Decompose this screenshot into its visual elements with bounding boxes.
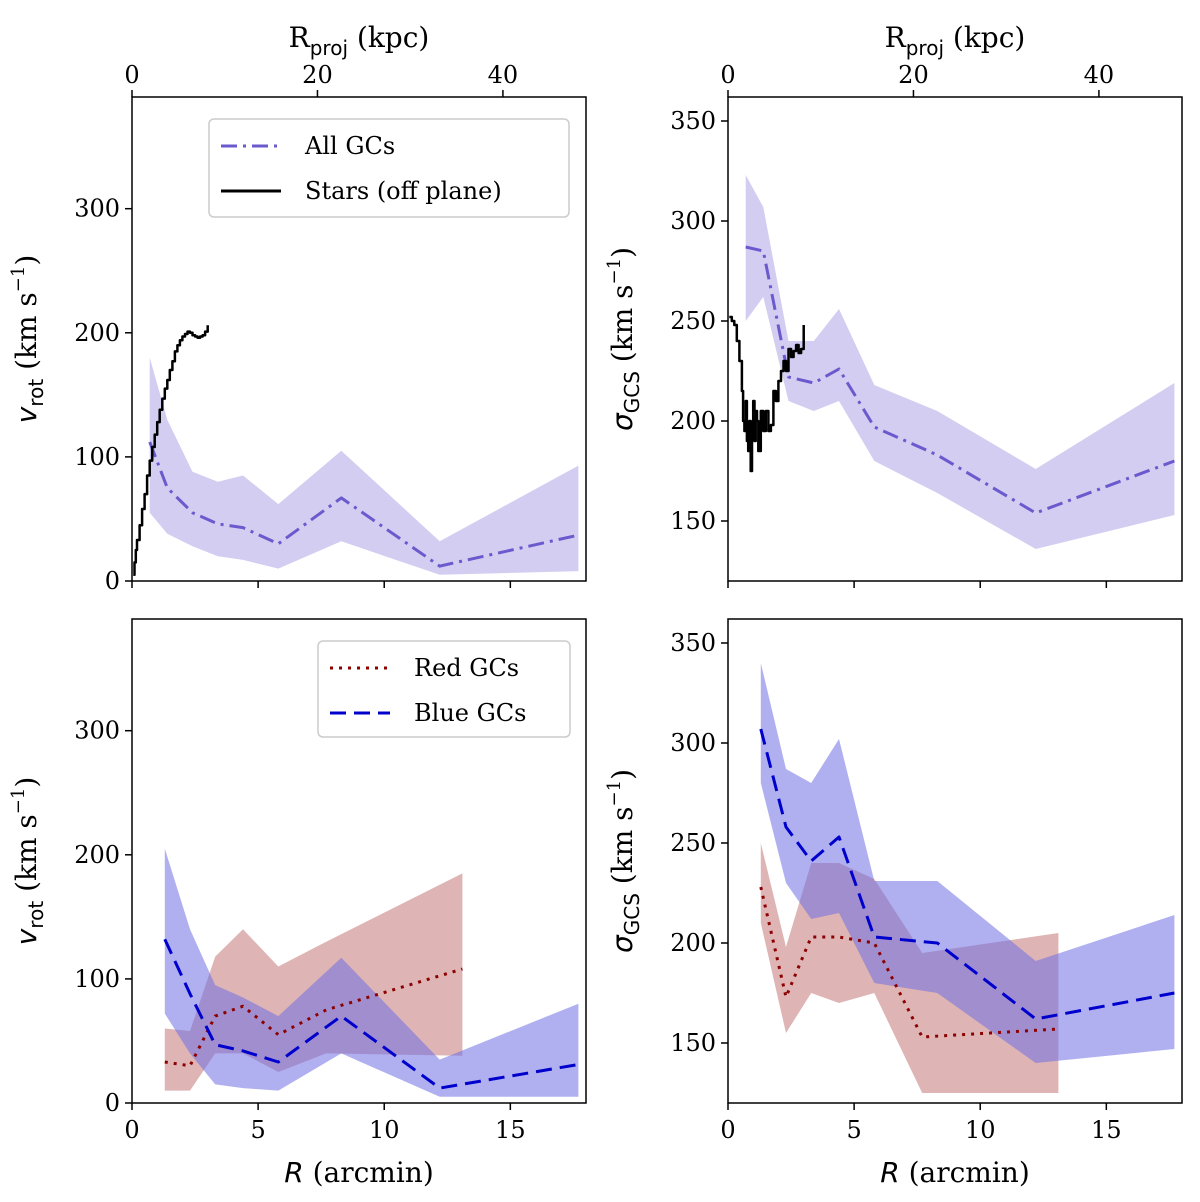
band-all-gcs [745,175,1175,549]
legend-box [208,118,570,218]
y-tick-label: 200 [670,407,716,435]
x-tick-label: 5 [250,1116,265,1144]
y-tick-label: 300 [74,717,120,745]
x-tick-label: 15 [495,1116,526,1144]
top-x-tick-label: 20 [302,61,333,89]
panel-bottom-right: 150 200 250 300 350 0 5 10 15 R (arcmin) σGCS (km … [604,618,1183,1189]
x-tick-label: 0 [124,1116,139,1144]
y-axis-title: vrot (km s−1) [8,255,48,424]
series-stars-off-plane- [133,325,209,577]
axes-frame [131,96,587,582]
y-tick-label: 200 [670,929,716,957]
y-tick-label: 300 [670,207,716,235]
y-tick-label: 200 [74,319,120,347]
top-axis-title: Rproj (kpc) [289,21,430,60]
top-x-tick-label: 0 [124,61,139,89]
y-axis-title: vrot (km s−1) [8,777,48,946]
series-all-gcs [148,441,579,568]
axes-frame [727,96,1183,582]
legend-label: Red GCs [414,654,519,682]
x-axis-title: R (arcmin) [880,1156,1030,1189]
y-tick-label: 100 [74,443,120,471]
x-tick-label: 5 [846,1116,861,1144]
x-tick-label: 0 [720,1116,735,1144]
y-tick-label: 250 [670,829,716,857]
x-tick-label: 10 [965,1116,996,1144]
y-tick-label: 350 [670,629,716,657]
y-tick-label: 350 [670,107,716,135]
series-blue-gcs [759,728,1175,1021]
y-tick-label: 0 [105,1089,120,1117]
band-blue-gcs [760,663,1175,1063]
top-x-tick-label: 0 [720,61,735,89]
x-tick-label: 15 [1091,1116,1122,1144]
y-tick-label: 200 [74,841,120,869]
series-stars-off-plane- [729,315,805,473]
top-x-tick-label: 20 [898,61,929,89]
top-x-tick-label: 40 [1084,61,1115,89]
series-red-gcs [164,967,463,1068]
plot-area [759,663,1175,1093]
y-tick-label: 150 [670,507,716,535]
legend-label: Blue GCs [414,699,526,727]
top-axis-title: Rproj (kpc) [885,21,1026,60]
panel-top-left: 0 100 200 300 0 20 40 Rproj (kpc) vrot (km s−1) A… [8,21,587,595]
legend: All GCs Stars (off plane) [208,118,570,218]
band-all-gcs [149,357,579,575]
y-tick-label: 300 [74,195,120,223]
y-tick-label: 250 [670,307,716,335]
top-x-tick-label: 40 [488,61,519,89]
panel-bottom-left: 0 100 200 300 0 5 10 15 R (arcmin) vrot (km s−1) R… [8,618,587,1189]
series-blue-gcs [163,938,579,1090]
plot-area [729,175,1175,549]
y-tick-label: 0 [105,567,120,595]
series-all-gcs [745,245,1175,515]
y-tick-label: 100 [74,965,120,993]
plot-area [133,325,579,577]
plot-area [163,848,579,1097]
band-blue-gcs [164,848,579,1097]
y-tick-label: 150 [670,1029,716,1057]
axes-frame [727,618,1183,1104]
y-axis-title: σGCS (km s−1) [604,247,644,431]
legend: Red GCs Blue GCs [317,640,571,738]
x-tick-label: 10 [369,1116,400,1144]
legend-label: Stars (off plane) [305,177,502,205]
y-axis-title: σGCS (km s−1) [604,769,644,953]
axes-frame [131,618,587,1104]
legend-label: All GCs [304,132,395,160]
x-axis-title: R (arcmin) [284,1156,434,1189]
y-tick-label: 300 [670,729,716,757]
